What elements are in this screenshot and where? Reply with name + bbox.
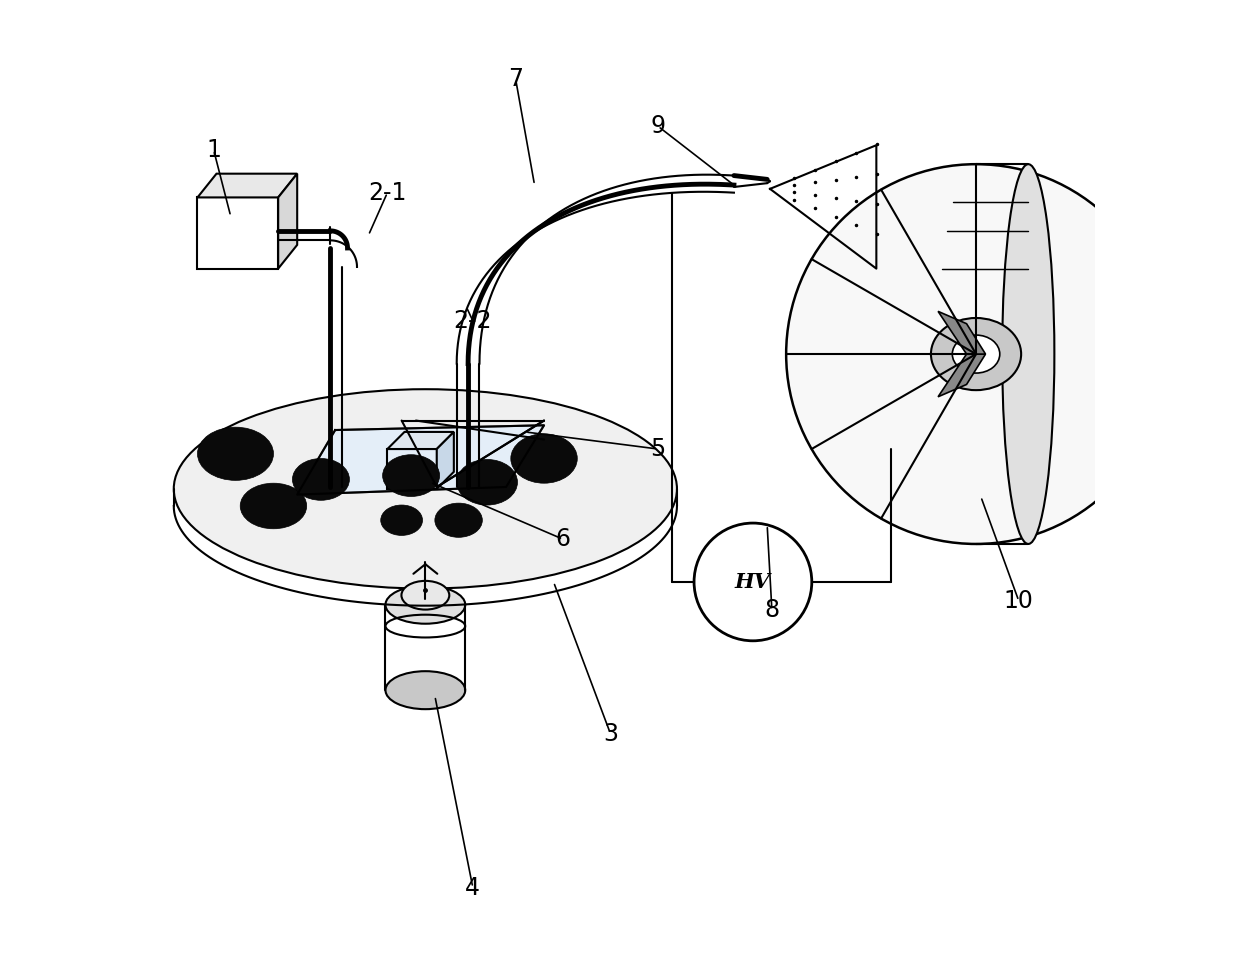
Text: 4: 4	[465, 876, 480, 900]
Ellipse shape	[511, 434, 578, 483]
Polygon shape	[939, 311, 986, 354]
Ellipse shape	[386, 585, 465, 624]
Polygon shape	[387, 432, 454, 449]
Ellipse shape	[174, 390, 677, 588]
Ellipse shape	[383, 455, 440, 497]
Text: 8: 8	[764, 599, 780, 623]
Text: 3: 3	[603, 722, 618, 746]
Ellipse shape	[197, 427, 274, 480]
Ellipse shape	[241, 483, 306, 529]
Ellipse shape	[293, 458, 350, 500]
Ellipse shape	[456, 459, 517, 505]
Text: 5: 5	[650, 437, 666, 461]
Polygon shape	[278, 174, 298, 268]
Ellipse shape	[1002, 164, 1054, 544]
Text: 2-2: 2-2	[454, 308, 492, 333]
Text: 7: 7	[508, 67, 523, 91]
Text: HV: HV	[735, 572, 771, 592]
Circle shape	[694, 523, 812, 641]
Polygon shape	[436, 432, 454, 489]
Text: 2-1: 2-1	[368, 180, 407, 204]
Ellipse shape	[381, 505, 423, 536]
Ellipse shape	[435, 503, 482, 538]
Circle shape	[786, 164, 1166, 544]
Text: 9: 9	[651, 115, 666, 138]
Text: 1: 1	[206, 138, 221, 162]
Polygon shape	[197, 174, 298, 198]
Ellipse shape	[952, 335, 999, 373]
Text: 6: 6	[556, 527, 570, 551]
Polygon shape	[298, 425, 544, 495]
Ellipse shape	[402, 581, 449, 609]
Ellipse shape	[386, 671, 465, 710]
Polygon shape	[939, 354, 986, 396]
Text: 10: 10	[1004, 589, 1034, 613]
Ellipse shape	[931, 318, 1022, 391]
